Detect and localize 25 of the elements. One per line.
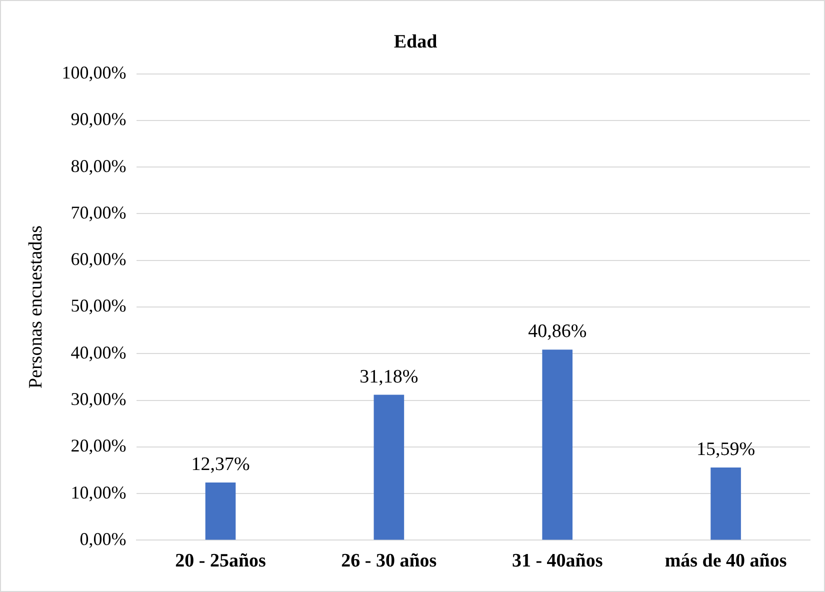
data-label: 31,18% (360, 366, 418, 388)
y-tick-label: 0,00% (80, 528, 126, 549)
y-tick-label: 30,00% (70, 389, 126, 410)
data-label: 40,86% (528, 321, 587, 342)
y-tick-label: 60,00% (70, 249, 126, 270)
x-tick-label: más de 40 años (664, 550, 787, 572)
y-tick-label: 10,00% (70, 482, 126, 502)
data-label: 12,37% (191, 454, 250, 475)
data-label: 15,59% (696, 438, 756, 460)
y-tick-label: 70,00% (70, 202, 126, 222)
chart-title: Edad (394, 31, 438, 52)
y-tick-label: 20,00% (70, 436, 126, 456)
bar (205, 482, 236, 540)
x-tick-label: 26 - 30 años (341, 550, 437, 572)
y-axis-title: Personas encuestadas (25, 225, 46, 389)
bar (374, 394, 404, 540)
y-tick-label: 80,00% (70, 156, 126, 176)
x-tick-label: 31 - 40años (512, 550, 603, 572)
x-tick-label: 20 - 25años (175, 550, 266, 572)
y-tick-label: 50,00% (70, 296, 126, 316)
y-tick-label: 100,00% (62, 62, 126, 83)
bar (542, 350, 573, 540)
bar (710, 467, 741, 540)
y-tick-label: 40,00% (70, 342, 126, 362)
y-tick-label: 90,00% (70, 109, 126, 130)
